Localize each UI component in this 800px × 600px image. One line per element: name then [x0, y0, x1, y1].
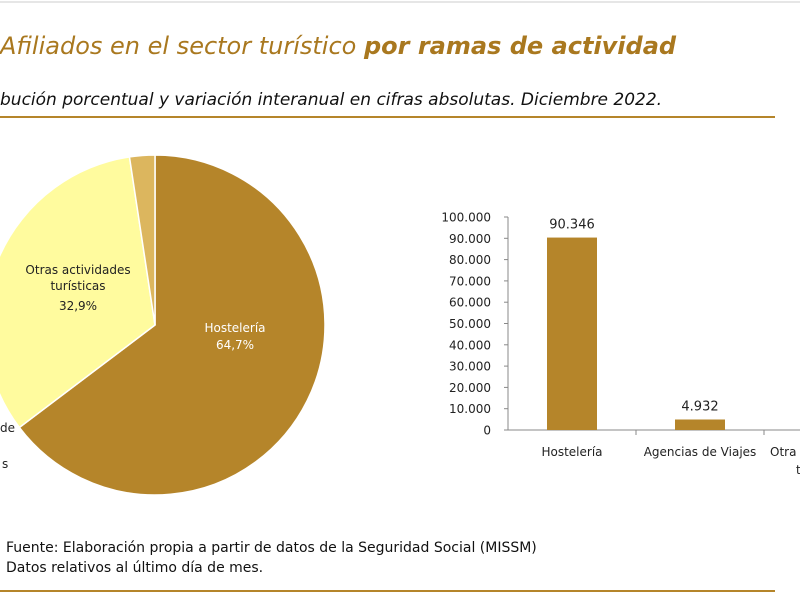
- y-tick-label: 90.000: [449, 232, 491, 246]
- y-tick-label: 80.000: [449, 253, 491, 267]
- y-tick-label: 50.000: [449, 317, 491, 331]
- title-bold: por ramas de actividad: [363, 32, 677, 60]
- slice-label-fragment: de: [0, 421, 15, 435]
- data-label: 90.346: [549, 218, 595, 233]
- y-tick-label: 60.000: [449, 296, 491, 310]
- bar: [675, 419, 725, 430]
- footnote: Datos relativos al último día de mes.: [6, 560, 263, 576]
- slice-value-label: 32,9%: [58, 299, 98, 313]
- y-tick-label: 20.000: [449, 381, 491, 395]
- title-regular: Afiliados en el sector turístico: [0, 32, 364, 60]
- slice-value-label: 64,7%: [215, 338, 255, 352]
- title: Afiliados en el sector turístico por ram…: [0, 32, 677, 60]
- pie-slice: [0, 156, 156, 429]
- footnote: Fuente: Elaboración propia a partir de d…: [6, 540, 537, 556]
- bar: [547, 237, 597, 430]
- y-tick-label: 30.000: [449, 360, 491, 374]
- x-tick-label: Otra: [770, 445, 796, 459]
- slice-label-fragment: s: [2, 457, 8, 471]
- y-tick-label: 40.000: [449, 338, 491, 352]
- slice-label: Hostelería: [204, 321, 266, 335]
- x-tick-label: Agencias de Viajes: [644, 445, 757, 459]
- slice-label: Otras actividades turísticas: [25, 263, 131, 293]
- y-tick-label: 0: [483, 424, 491, 438]
- pie-slice: [18, 154, 326, 496]
- x-tick-label-fragment: t: [796, 463, 800, 477]
- y-tick-label: 10.000: [449, 402, 491, 416]
- data-label: 4.932: [681, 399, 718, 414]
- y-tick-label: 100.000: [441, 211, 491, 225]
- y-tick-label: 70.000: [449, 274, 491, 288]
- subtitle: bución porcentual y variación interanual…: [0, 90, 662, 110]
- x-tick-label: Hostelería: [541, 445, 602, 459]
- pie-slice: [128, 154, 156, 326]
